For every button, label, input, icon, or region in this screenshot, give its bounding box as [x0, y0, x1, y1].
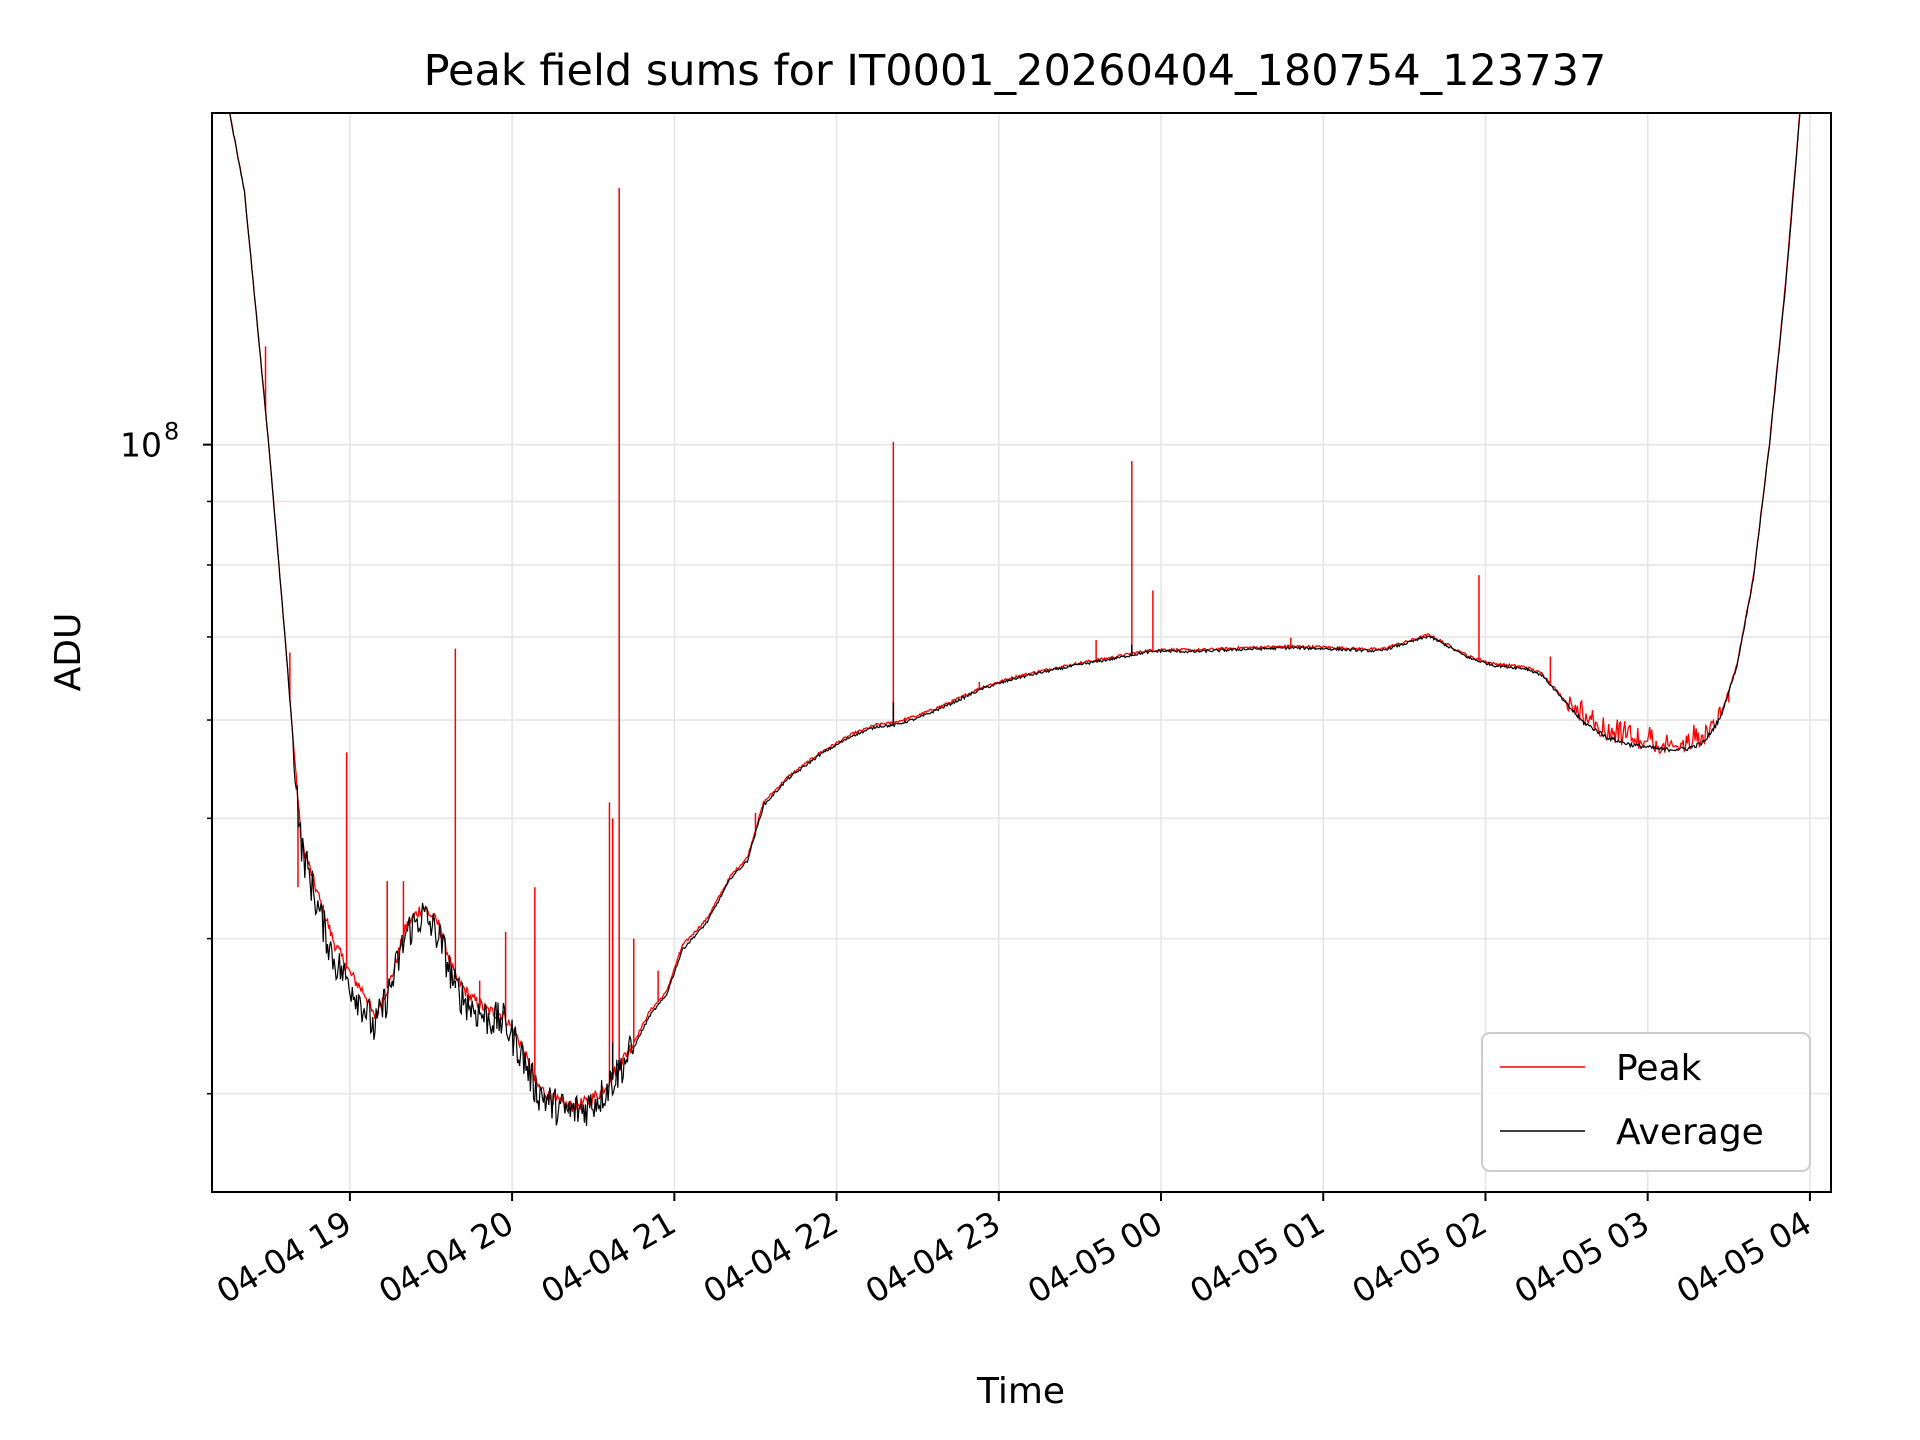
legend-average-label: Average	[1616, 1112, 1764, 1153]
legend-peak-label: Peak	[1616, 1048, 1702, 1089]
plot-frame	[211, 112, 1832, 1193]
x-axis-label: Time	[976, 1371, 1065, 1412]
legend: Peak Average	[1481, 1032, 1811, 1172]
series-layer	[228, 113, 1801, 1126]
y-axis-label: ADU	[48, 613, 89, 692]
average-series-line	[229, 113, 1801, 1126]
y-tick-label-exponent: 8	[164, 418, 179, 446]
y-tick-label: 10	[120, 426, 162, 465]
chart-title: Peak field sums for IT0001_20260404_1807…	[424, 46, 1607, 96]
